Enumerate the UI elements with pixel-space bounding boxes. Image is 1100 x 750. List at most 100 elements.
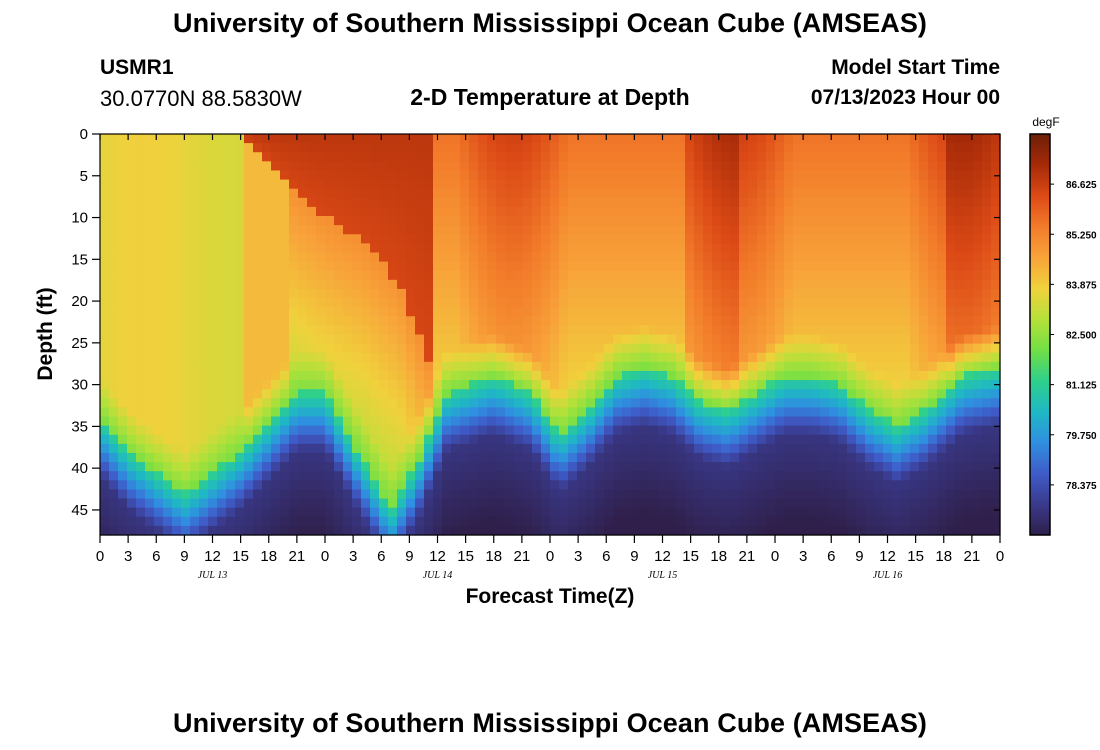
heatmap-cell xyxy=(802,398,812,409)
heatmap-cell xyxy=(262,489,272,500)
heatmap-cell xyxy=(334,216,344,226)
heatmap-cell xyxy=(406,234,416,244)
heatmap-cell xyxy=(748,261,758,272)
heatmap-cell xyxy=(937,343,947,354)
heatmap-cell xyxy=(181,252,191,263)
heatmap-cell xyxy=(253,434,263,445)
heatmap-cell xyxy=(991,462,1001,472)
heatmap-cell xyxy=(829,316,839,326)
heatmap-cell xyxy=(910,252,920,263)
heatmap-cell xyxy=(406,525,416,536)
heatmap-cell xyxy=(604,489,614,500)
heatmap-cell xyxy=(271,316,281,326)
heatmap-cell xyxy=(109,206,119,217)
heatmap-cell xyxy=(379,462,389,472)
heatmap-cell xyxy=(577,216,587,226)
heatmap-cell xyxy=(154,443,164,454)
heatmap-cell xyxy=(433,307,443,317)
heatmap-cell xyxy=(379,343,389,354)
heatmap-cell xyxy=(559,206,569,217)
heatmap-cell xyxy=(739,471,749,481)
heatmap-cell xyxy=(100,216,110,226)
heatmap-cell xyxy=(874,389,884,399)
heatmap-cell xyxy=(199,489,209,500)
heatmap-cell xyxy=(154,143,164,153)
heatmap-cell xyxy=(334,234,344,244)
heatmap-cell xyxy=(703,261,713,272)
heatmap-cell xyxy=(307,152,317,162)
heatmap-cell xyxy=(397,525,407,536)
heatmap-cell xyxy=(379,179,389,190)
heatmap-cell xyxy=(136,216,146,226)
heatmap-cell xyxy=(145,398,155,409)
heatmap-cell xyxy=(901,134,911,144)
heatmap-cell xyxy=(361,334,371,345)
heatmap-cell xyxy=(478,516,488,527)
heatmap-cell xyxy=(424,334,434,345)
heatmap-cell xyxy=(514,170,524,181)
heatmap-cell xyxy=(532,307,542,317)
heatmap-cell xyxy=(793,197,803,208)
heatmap-cell xyxy=(775,389,785,399)
heatmap-cell xyxy=(127,288,137,299)
heatmap-cell xyxy=(991,507,1001,518)
heatmap-cell xyxy=(199,234,209,244)
heatmap-cell xyxy=(982,452,992,463)
heatmap-cell xyxy=(802,434,812,445)
heatmap-cell xyxy=(118,288,128,299)
heatmap-cell xyxy=(523,525,533,536)
heatmap-cell xyxy=(262,480,272,491)
heatmap-cell xyxy=(919,325,929,336)
heatmap-cell xyxy=(622,298,632,308)
heatmap-cell xyxy=(658,325,668,336)
heatmap-cell xyxy=(289,462,299,472)
heatmap-cell xyxy=(784,489,794,500)
heatmap-cell xyxy=(109,179,119,190)
heatmap-cell xyxy=(460,170,470,181)
heatmap-cell xyxy=(181,507,191,518)
heatmap-cell xyxy=(154,206,164,217)
heatmap-cell xyxy=(577,361,587,372)
heatmap-cell xyxy=(874,161,884,172)
y-tick-label: 40 xyxy=(71,460,88,477)
heatmap-cell xyxy=(370,352,380,363)
heatmap-cell xyxy=(793,270,803,281)
heatmap-cell xyxy=(433,161,443,172)
heatmap-cell xyxy=(739,234,749,244)
heatmap-cell xyxy=(856,471,866,481)
heatmap-cell xyxy=(379,480,389,491)
heatmap-cell xyxy=(694,361,704,372)
heatmap-cell xyxy=(280,134,290,144)
heatmap-cell xyxy=(505,480,515,491)
heatmap-cell xyxy=(352,206,362,217)
heatmap-cell xyxy=(721,307,731,317)
heatmap-cell xyxy=(892,234,902,244)
heatmap-cell xyxy=(154,471,164,481)
heatmap-cell xyxy=(721,425,731,436)
heatmap-cell xyxy=(442,389,452,399)
x-tick-label: 9 xyxy=(855,548,863,565)
heatmap-cell xyxy=(820,407,830,418)
heatmap-cell xyxy=(217,361,227,372)
heatmap-cell xyxy=(433,416,443,427)
x-tick-label: 0 xyxy=(546,548,554,565)
heatmap-cell xyxy=(973,343,983,354)
heatmap-cell xyxy=(532,234,542,244)
heatmap-cell xyxy=(838,179,848,190)
heatmap-cell xyxy=(541,498,551,509)
heatmap-cell xyxy=(766,361,776,372)
heatmap-cell xyxy=(973,434,983,445)
heatmap-cell xyxy=(667,361,677,372)
heatmap-cell xyxy=(577,334,587,345)
heatmap-cell xyxy=(325,261,335,272)
heatmap-cell xyxy=(964,434,974,445)
heatmap-cell xyxy=(685,516,695,527)
heatmap-cell xyxy=(550,425,560,436)
heatmap-cell xyxy=(892,143,902,153)
heatmap-cell xyxy=(334,525,344,536)
heatmap-cell xyxy=(451,134,461,144)
heatmap-cell xyxy=(334,252,344,263)
heatmap-cell xyxy=(442,462,452,472)
heatmap-cell xyxy=(109,452,119,463)
heatmap-cell xyxy=(361,179,371,190)
